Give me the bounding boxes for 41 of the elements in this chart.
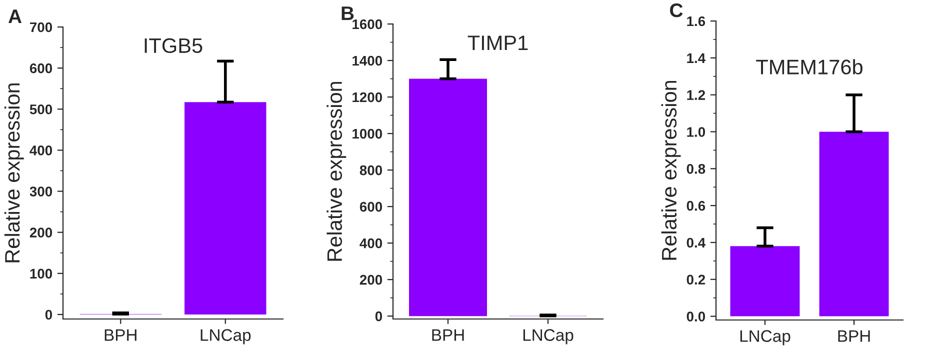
x-tick-label: LNCap	[523, 329, 574, 344]
x-tick-label: LNCap	[740, 330, 790, 346]
x-tick-label: BPH	[104, 329, 136, 341]
y-tick-label: 1.0	[687, 127, 706, 137]
chart-title: ITGB5	[144, 38, 202, 54]
y-tick-label: 200	[30, 228, 52, 238]
y-tick-label: 1600	[352, 19, 382, 30]
chart-title: TIMP1	[468, 36, 528, 50]
y-tick-label: 1.2	[687, 90, 706, 100]
y-tick-label: 0	[375, 311, 382, 322]
x-tick-label: BPH	[838, 330, 870, 342]
y-axis-title: Relative expression	[661, 80, 681, 260]
y-tick-label: 500	[30, 104, 52, 114]
y-tick-label: 800	[360, 165, 382, 176]
y-tick-label: 0.4	[686, 238, 706, 248]
y-tick-label: 100	[30, 268, 52, 279]
y-tick-label: 1000	[352, 128, 382, 139]
x-tick-label: LNCap	[200, 329, 251, 344]
y-axis-title: Relative expression	[326, 82, 346, 261]
y-tick-label: 400	[30, 146, 52, 156]
y-tick-label: 0.6	[686, 200, 706, 211]
y-tick-label: 0.0	[686, 312, 706, 322]
x-tick-label: BPH	[432, 329, 464, 341]
y-tick-label: 700	[30, 22, 52, 32]
y-tick-label: 400	[360, 238, 382, 248]
text: TMEM176b	[756, 59, 862, 74]
y-tick-label: 200	[360, 274, 382, 285]
y-axis-title: Relative expression	[4, 83, 24, 262]
y-tick-label: 1.6	[687, 16, 706, 26]
y-tick-label: 0.2	[686, 274, 706, 285]
text: C	[670, 3, 683, 18]
y-tick-label: 0.8	[686, 164, 706, 174]
y-tick-label: 600	[360, 202, 382, 212]
y-tick-label: 1.4	[687, 53, 706, 63]
text: A	[8, 10, 22, 23]
y-tick-label: 1400	[352, 56, 382, 66]
y-tick-label: 0	[45, 310, 52, 320]
y-tick-label: 1200	[352, 92, 382, 102]
y-tick-label: 600	[30, 63, 52, 74]
text: B	[342, 6, 354, 20]
y-tick-label: 300	[30, 186, 52, 196]
